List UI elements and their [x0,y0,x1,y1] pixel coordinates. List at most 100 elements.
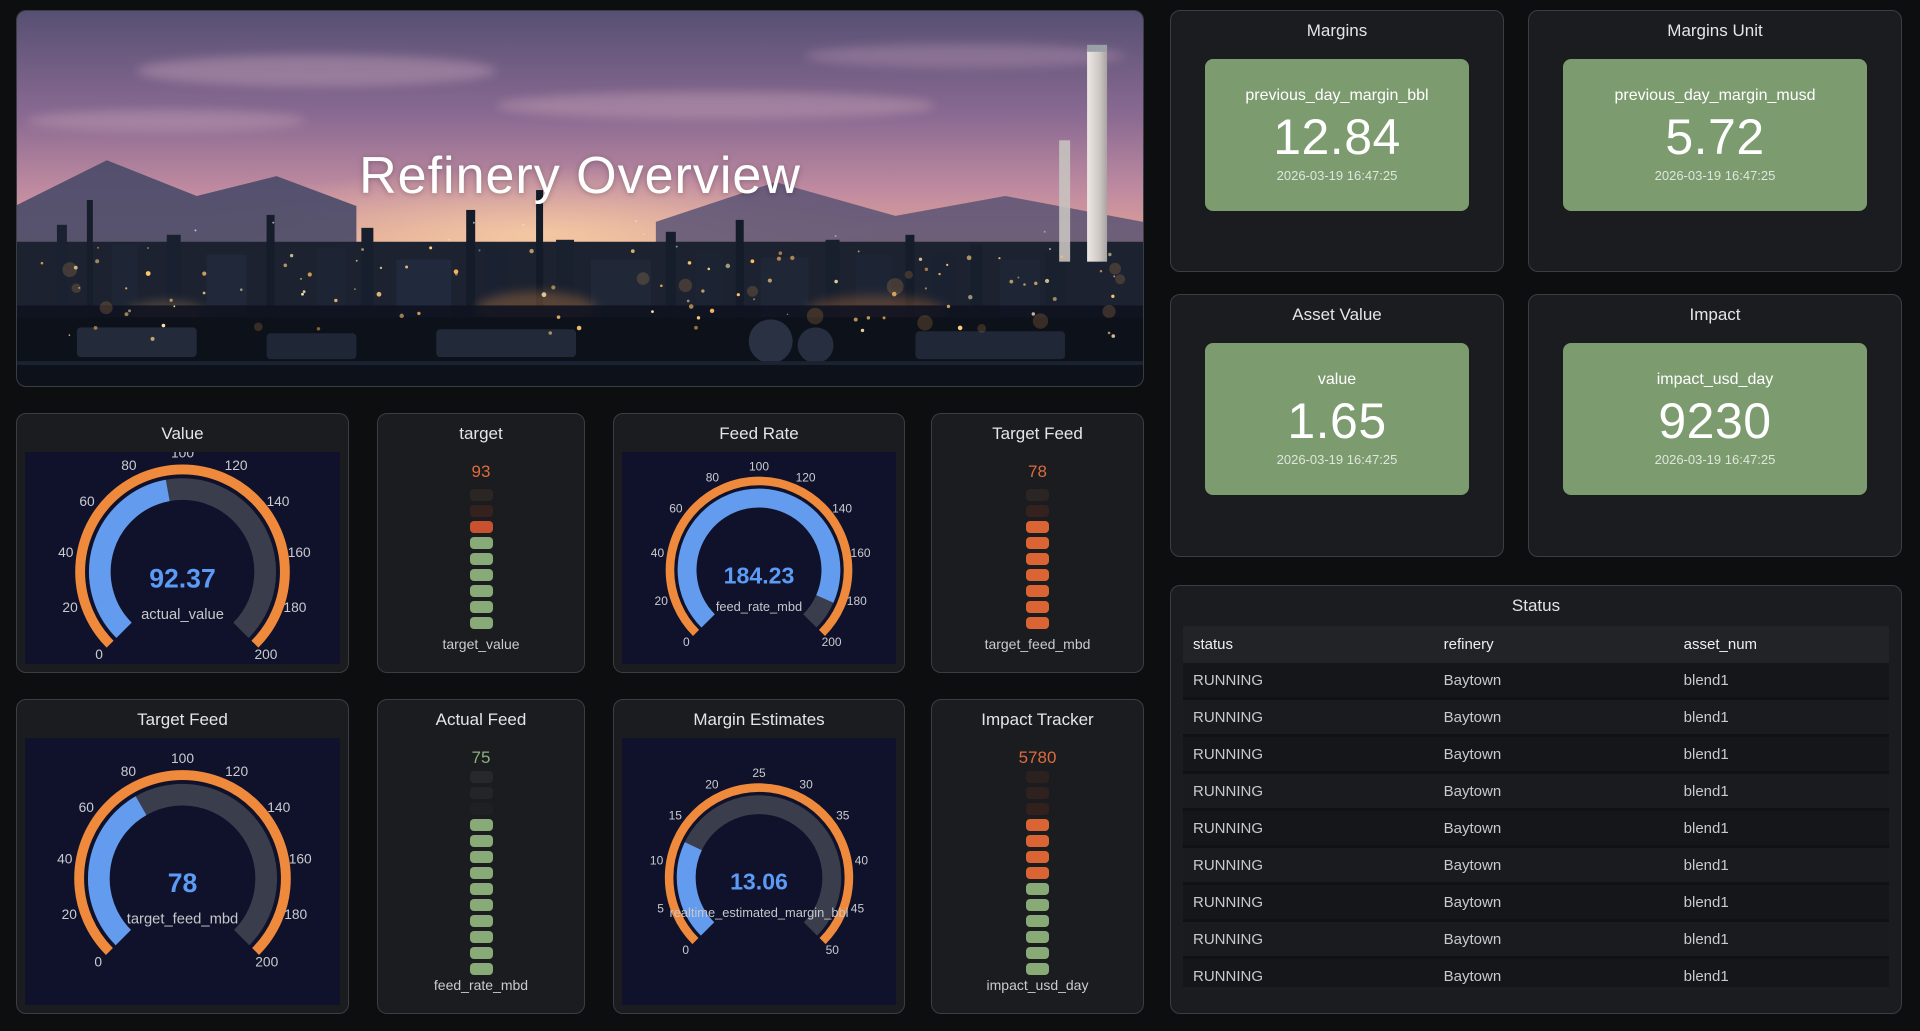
panel-title-asset-value[interactable]: Asset Value [1292,305,1382,324]
bar-gauge-cell [469,882,493,895]
panel-value: Value 0 20 40 60 80 100 120 140 160 180 200 92.37 ac… [16,413,349,673]
gauge-tick-label: 40 [57,851,73,866]
table-cell: blend1 [1683,671,1729,689]
stat-value: 12.84 [1273,108,1401,165]
bargauge-label: impact_usd_day [986,977,1089,993]
gauge-tick-label: 140 [832,502,852,516]
bar-gauge-cell [1026,866,1049,879]
bar-gauge-cell [1026,553,1049,565]
hero-image-panel: Refinery Overview [16,10,1144,387]
panel-target-feed-gauge: Target Feed 0 20 40 60 80 100 120 140 160 180 200 7… [16,699,349,1014]
table-cell: blend1 [1683,893,1729,911]
gauge-threshold-ring [75,464,290,648]
bargauge-actual-feed: 75 feed_rate_mbd [386,730,576,1005]
table-cell: RUNNING [1193,893,1263,911]
table-row[interactable]: RUNNING Baytown blend1 [1183,922,1889,959]
table-cell: blend1 [1683,745,1729,763]
gauge-tick-label: 20 [705,777,719,791]
panel-margins: Margins previous_day_margin_bbl 12.84 20… [1170,10,1504,272]
gauge-tick-label: 100 [171,751,194,766]
table-cell: blend1 [1683,967,1729,985]
gauge-tick-label: 180 [847,594,867,608]
table-row[interactable]: RUNNING Baytown blend1 [1183,959,1889,987]
gauge-tick-label: 0 [94,954,102,969]
panel-title-target-feed-gauge[interactable]: Target Feed [137,710,228,729]
bar-gauge-cell [1026,834,1049,847]
panel-title-status[interactable]: Status [1511,596,1561,615]
gauge-tick-label: 120 [225,458,248,473]
panel-margin-estimates: Margin Estimates 0 5 10 15 20 25 30 35 40 45 50 13.… [613,699,905,1014]
gauge-threshold-ring [664,783,854,945]
bar-gauge-cell [469,946,493,959]
table-row[interactable]: RUNNING Baytown blend1 [1183,663,1889,700]
bar-gauge-cell [1026,882,1049,895]
status-table: status refinery asset_num RUNNING Baytown bl… [1183,626,1889,987]
stat-field: value [1317,370,1357,388]
hero-title: Refinery Overview [359,147,801,205]
panel-margins-unit: Margins Unit previous_day_margin_musd 5.… [1528,10,1902,272]
bar-gauge-cell [469,962,493,975]
gauge-feed-rate: 0 20 40 60 80 100 120 140 160 180 200 184.23 feed_ra… [622,452,896,664]
panel-title-value[interactable]: Value [161,424,204,443]
bar-gauge-cell [1026,850,1049,863]
panel-title-actual-feed[interactable]: Actual Feed [435,710,527,729]
table-cell: Baytown [1443,671,1502,689]
panel-target-feed-bar: Target Feed 78 target_feed_mbd [931,413,1144,673]
gauge-tick-label: 160 [851,546,871,560]
table-row[interactable]: RUNNING Baytown blend1 [1183,811,1889,848]
table-row[interactable]: RUNNING Baytown blend1 [1183,885,1889,922]
gauge-tick-label: 100 [749,459,769,473]
panel-title-margin-estimates[interactable]: Margin Estimates [693,710,825,729]
stat-box-impact: impact_usd_day 9230 2026-03-19 16:47:25 [1563,343,1867,495]
stat-timestamp: 2026-03-19 16:47:25 [1276,168,1398,184]
table-row[interactable]: RUNNING Baytown blend1 [1183,737,1889,774]
table-row[interactable]: RUNNING Baytown blend1 [1183,774,1889,811]
stat-field: previous_day_margin_musd [1614,86,1816,104]
table-cell: RUNNING [1193,856,1263,874]
panel-title-impact-tracker[interactable]: Impact Tracker [981,710,1094,729]
gauge-field-label: actual_value [141,607,224,623]
gauge-tick-label: 25 [752,766,766,780]
panel-title-margins-unit[interactable]: Margins Unit [1667,21,1763,40]
gauge-margin-estimates: 0 5 10 15 20 25 30 35 40 45 50 13.06 realtime_estima… [622,738,896,1005]
bar-gauge-cell [1026,521,1049,533]
bar-gauge-cell [1026,962,1049,975]
panel-title-impact[interactable]: Impact [1689,305,1741,324]
bar-gauge-cell [469,489,493,501]
table-row[interactable]: RUNNING Baytown blend1 [1183,848,1889,885]
gauge-value-text: 13.06 [730,868,788,894]
gauge-tick-label: 200 [255,954,278,969]
table-column-header[interactable]: refinery [1443,636,1494,653]
bar-gauge-cell [1026,489,1049,501]
table-column-header[interactable]: status [1193,636,1234,653]
panel-impact-tracker: Impact Tracker 5780 impact_usd_day [931,699,1144,1014]
stat-timestamp: 2026-03-19 16:47:25 [1276,452,1398,468]
gauge-value-text: 92.37 [149,564,215,594]
panel-title-margins[interactable]: Margins [1306,21,1368,40]
table-row[interactable]: RUNNING Baytown blend1 [1183,700,1889,737]
table-column-header[interactable]: asset_num [1683,636,1758,653]
table-cell: RUNNING [1193,708,1263,726]
gauge-tick-label: 180 [284,907,307,922]
panel-title-target[interactable]: target [459,424,503,443]
bar-gauge-cell [469,898,493,911]
table-cell: Baytown [1443,893,1502,911]
gauge-tick-label: 200 [254,647,277,662]
bargauge-label: target_value [442,636,520,652]
bar-gauge-cell [469,585,493,597]
gauge-tick-label: 80 [121,764,137,779]
status-table-header[interactable]: status refinery asset_num [1183,626,1889,663]
stat-field: previous_day_margin_bbl [1245,86,1429,104]
bar-gauge-cell [469,617,493,629]
bar-gauge-cell [1026,946,1049,959]
panel-title-feed-rate[interactable]: Feed Rate [719,424,799,443]
table-cell: RUNNING [1193,745,1263,763]
gauge-target-feed: 0 20 40 60 80 100 120 140 160 180 200 78 target_feed… [25,738,340,1005]
table-cell: RUNNING [1193,782,1263,800]
bar-gauge-cell [469,850,493,863]
status-table-body[interactable]: RUNNING Baytown blend1 RUNNING Baytown blend1… [1183,663,1889,987]
gauge-tick-label: 20 [62,907,78,922]
panel-title-target-feed[interactable]: Target Feed [992,424,1083,443]
bar-gauge-cell [469,930,493,943]
bargauge-value: 78 [1028,462,1047,481]
